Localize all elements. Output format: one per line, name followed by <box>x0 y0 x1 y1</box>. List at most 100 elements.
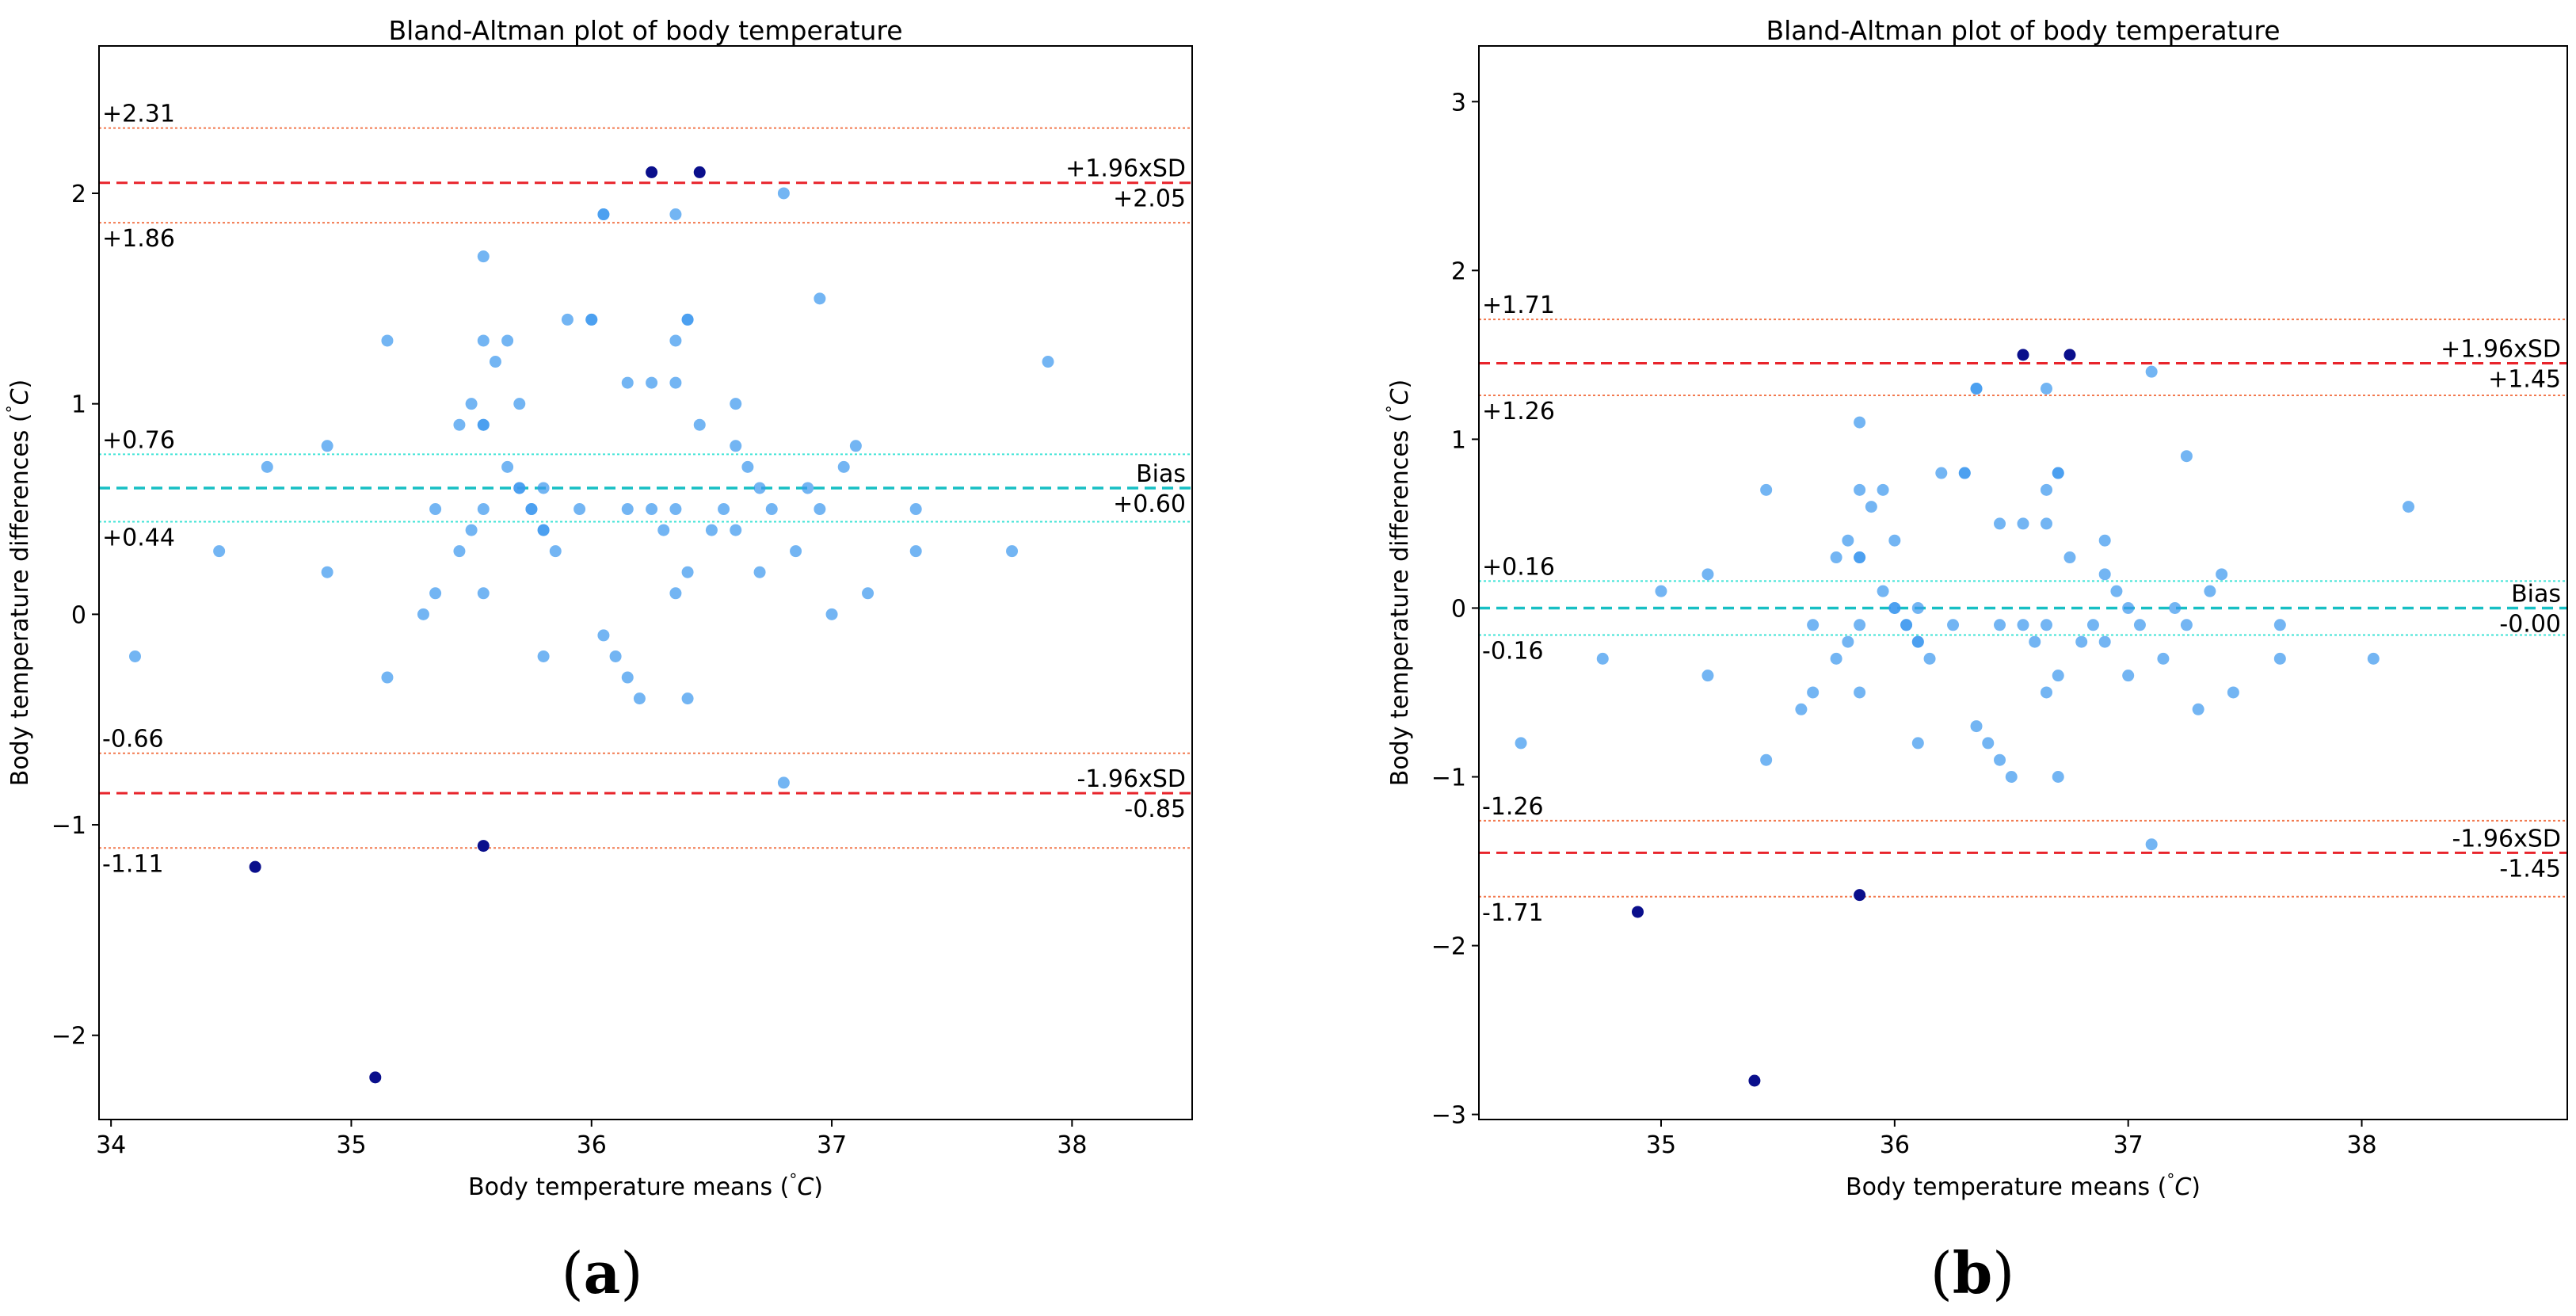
data-point <box>477 334 490 347</box>
reference-value-label: -0.85 <box>1124 795 1186 823</box>
x-tick-label: 34 <box>96 1131 126 1159</box>
reference-line-label: -0.16 <box>1482 638 1544 666</box>
data-point <box>453 418 466 431</box>
data-point <box>537 482 550 494</box>
x-tick-label: 37 <box>2113 1131 2143 1159</box>
reference-line-label: +0.16 <box>1482 553 1555 581</box>
data-point <box>681 566 694 578</box>
data-point <box>2216 568 2228 581</box>
data-point <box>2192 703 2204 715</box>
y-axis-label: Body temperature differences (°C) <box>1383 380 1414 787</box>
data-point <box>1596 652 1609 665</box>
data-point <box>730 440 742 452</box>
data-point <box>909 503 922 516</box>
data-point <box>669 208 682 221</box>
chart-panel-a: Bland-Altman plot of body temperature +2.… <box>3 15 1193 1306</box>
data-point <box>2063 551 2076 564</box>
data-point <box>2075 635 2088 648</box>
data-point <box>777 776 790 789</box>
data-point <box>1042 356 1054 368</box>
data-point <box>537 524 550 536</box>
data-point <box>2273 652 2286 665</box>
data-point <box>646 376 658 389</box>
data-point <box>537 650 550 662</box>
data-point <box>1854 686 1866 699</box>
reference-value-label: -0.00 <box>2499 610 2561 638</box>
chart-title: Bland-Altman plot of body temperature <box>1766 15 2280 46</box>
data-point <box>1958 467 1971 479</box>
chart-title: Bland-Altman plot of body temperature <box>388 15 902 46</box>
data-point <box>1888 534 1901 547</box>
data-point <box>1900 619 1913 631</box>
data-point <box>501 334 514 347</box>
outlier-point <box>1631 906 1644 918</box>
data-point <box>501 460 514 473</box>
data-point <box>2273 619 2286 631</box>
x-axis-label: Body temperature means (°C) <box>1846 1170 2201 1201</box>
data-point <box>477 503 490 516</box>
data-point <box>753 566 766 578</box>
data-point <box>1807 619 1820 631</box>
data-point <box>837 460 850 473</box>
data-point <box>1947 619 1960 631</box>
reference-line-label: +1.96xSD <box>1065 155 1186 183</box>
chart-panel-b: Bland-Altman plot of body temperature +1.… <box>1383 15 2568 1306</box>
data-point <box>2017 619 2029 631</box>
outlier-point <box>693 166 706 178</box>
data-point <box>574 503 586 516</box>
data-point <box>2169 601 2182 614</box>
data-point <box>2086 619 2099 631</box>
data-point <box>646 503 658 516</box>
x-axis-label: Body temperature means (°C) <box>468 1170 823 1201</box>
data-point <box>1795 703 1808 715</box>
data-point <box>777 187 790 200</box>
data-point <box>1911 635 1924 648</box>
data-point <box>2122 601 2135 614</box>
data-point <box>862 587 875 600</box>
data-point <box>730 398 742 410</box>
y-tick-label: 0 <box>71 601 86 629</box>
y-tick-label: 1 <box>1451 426 1466 454</box>
reference-value-label: +2.05 <box>1113 185 1186 213</box>
x-tick-label: 35 <box>336 1131 366 1159</box>
data-point <box>477 250 490 263</box>
data-point <box>2098 635 2111 648</box>
data-point <box>802 482 814 494</box>
reference-line-label: -1.96xSD <box>2452 825 2561 853</box>
data-point <box>2157 652 2170 665</box>
data-point <box>477 587 490 600</box>
data-point <box>2005 771 2018 784</box>
data-point <box>381 334 394 347</box>
data-point <box>465 398 478 410</box>
data-point <box>1877 483 1889 496</box>
data-point <box>2227 686 2239 699</box>
data-point <box>2052 467 2064 479</box>
data-point <box>681 692 694 705</box>
reference-value-label: +0.60 <box>1113 490 1186 518</box>
y-tick-label: 0 <box>1451 595 1466 623</box>
data-point <box>2052 669 2064 682</box>
data-point <box>2122 669 2135 682</box>
data-point <box>429 503 442 516</box>
data-point <box>2403 501 2415 513</box>
data-point <box>814 503 826 516</box>
data-point <box>909 545 922 558</box>
data-point <box>681 313 694 326</box>
reference-line-label: -0.66 <box>102 726 164 753</box>
x-tick-label: 36 <box>577 1131 607 1159</box>
data-point <box>1701 568 1714 581</box>
data-point <box>2040 517 2052 530</box>
data-point <box>1515 737 1527 750</box>
data-point <box>525 503 538 516</box>
data-point <box>609 650 622 662</box>
data-point <box>2040 619 2052 631</box>
data-point <box>2145 838 2158 851</box>
y-tick-label: 2 <box>1451 257 1466 285</box>
data-point <box>693 418 706 431</box>
outlier-point <box>477 840 490 853</box>
reference-line-label: +1.71 <box>1482 292 1555 319</box>
data-point <box>489 356 501 368</box>
data-point <box>1982 737 1995 750</box>
y-tick-label: 2 <box>71 181 86 208</box>
